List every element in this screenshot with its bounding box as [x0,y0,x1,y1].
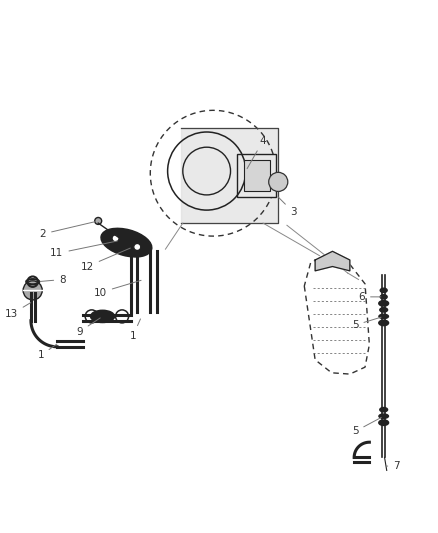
Text: 1: 1 [130,319,141,341]
Text: 13: 13 [5,303,31,319]
Ellipse shape [379,320,389,326]
Ellipse shape [379,314,389,319]
Text: 1: 1 [37,344,57,360]
Polygon shape [180,128,278,223]
Polygon shape [315,252,350,271]
Circle shape [95,217,102,224]
Circle shape [268,172,288,191]
Ellipse shape [379,420,389,425]
Text: 4: 4 [247,136,266,168]
Ellipse shape [380,295,387,299]
Text: 9: 9 [76,318,100,336]
FancyBboxPatch shape [237,154,276,197]
Ellipse shape [379,414,389,418]
Text: 12: 12 [81,248,131,271]
Circle shape [23,281,42,300]
Text: 5: 5 [352,417,381,437]
Text: 6: 6 [358,292,381,302]
Ellipse shape [91,310,114,322]
Text: 10: 10 [94,280,141,297]
Circle shape [112,235,119,242]
Ellipse shape [380,308,388,312]
Text: 2: 2 [39,222,95,239]
FancyBboxPatch shape [244,160,269,191]
Text: 8: 8 [40,274,66,285]
Ellipse shape [101,228,152,257]
Circle shape [134,244,141,251]
Text: 3: 3 [278,197,297,217]
Ellipse shape [379,301,389,306]
Text: 7: 7 [387,461,400,471]
Text: 11: 11 [50,241,117,259]
Ellipse shape [380,408,388,412]
Ellipse shape [380,288,387,293]
Text: 5: 5 [352,317,381,330]
